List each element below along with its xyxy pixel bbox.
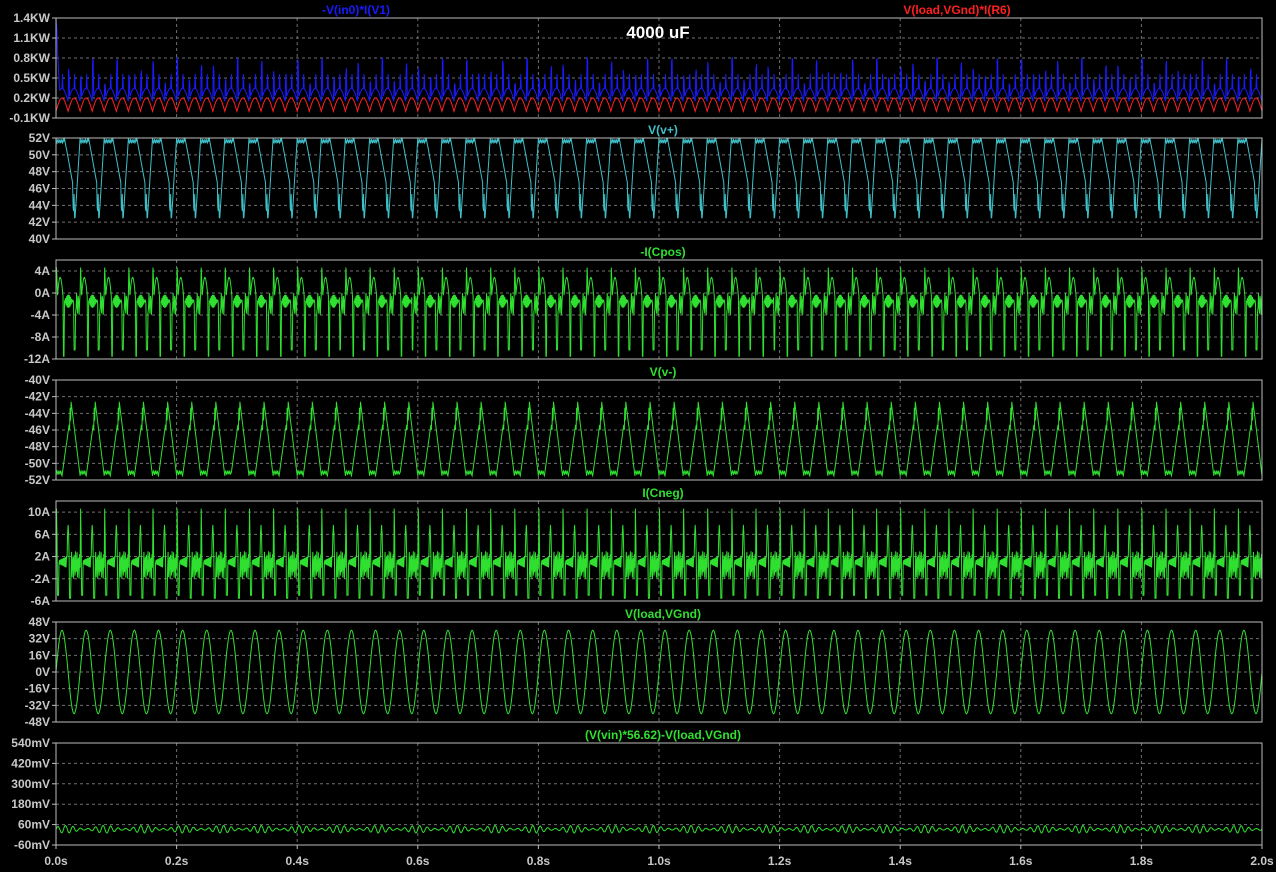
trace-6-1 (55, 629, 1263, 715)
plot-pane-1: -0.1KW 0.2KW 0.5KW 0.8KW 1.1KW 1.4KW -V(in0)*I… (9, 3, 1263, 125)
y-tick-label: 44V (29, 198, 50, 212)
y-tick-label: -4A (31, 308, 51, 322)
y-tick-label: 60mV (18, 818, 50, 832)
x-tick-label: 0.8s (527, 854, 551, 868)
x-tick-label: 0.2s (165, 854, 189, 868)
y-tick-label: 0V (35, 665, 50, 679)
y-tick-label: -48V (25, 715, 50, 729)
trace-title: -I(Cpos) (640, 245, 685, 259)
plot-pane-3: -12A -8A -4A 0A 4A -I(Cpos) (24, 245, 1263, 366)
x-tick-label: 1.6s (1009, 854, 1033, 868)
y-tick-label: -50V (25, 456, 50, 470)
y-tick-label: -0.1KW (9, 111, 50, 125)
y-tick-label: -2A (31, 572, 51, 586)
x-tick-label: 0.6s (406, 854, 430, 868)
y-tick-label: 42V (29, 215, 50, 229)
y-tick-label: 4A (35, 264, 51, 278)
plot-frame (55, 17, 1263, 119)
y-tick-label: 50V (29, 148, 50, 162)
y-tick-label: 0A (35, 286, 51, 300)
y-tick-label: 32V (29, 632, 50, 646)
trace-title: V(load,VGnd) (625, 607, 701, 621)
trace-1-2 (55, 97, 1263, 114)
y-tick-label: -40V (25, 373, 50, 387)
trace-1-1 (55, 17, 1263, 102)
y-tick-label: -16V (25, 682, 50, 696)
trace-5-1 (55, 508, 1263, 599)
y-tick-label: -48V (25, 440, 50, 454)
y-tick-label: 48V (29, 165, 50, 179)
x-axis: 0.0s 0.2s 0.4s 0.6s 0.8s 1.0s 1.2s 1.4s 1.6s 1.8s… (44, 845, 1274, 868)
plot-pane-4: -52V -50V -48V -46V -44V -42V -40V V(v-) (25, 365, 1263, 487)
capacitance-annotation: 4000 uF (626, 23, 689, 42)
x-tick-label: 2.0s (1250, 854, 1274, 868)
trace-title: V(v-) (650, 365, 677, 379)
y-tick-label: 48V (29, 615, 50, 629)
x-tick-label: 1.4s (889, 854, 913, 868)
y-tick-label: -6A (31, 594, 51, 608)
plot-pane-6: -48V -32V -16V 0V 16V 32V 48V V(load,VGnd) (25, 607, 1263, 729)
x-tick-label: 0.0s (44, 854, 68, 868)
y-tick-label: 0.5KW (13, 71, 50, 85)
y-tick-label: -32V (25, 698, 50, 712)
trace-title-right: V(load,VGnd)*I(R6) (903, 3, 1010, 17)
plot-pane-2: 40V 42V 44V 46V 48V 50V 52V V(v+) (29, 123, 1263, 246)
trace-title: (V(vin)*56.62)-V(load,VGnd) (585, 728, 741, 742)
y-tick-label: 420mV (11, 756, 50, 770)
y-tick-label: 300mV (11, 777, 50, 791)
trace-3-1 (55, 267, 1263, 357)
y-tick-label: 1.4KW (13, 11, 50, 25)
trace-title: I(Cneg) (642, 486, 683, 500)
plot-frame (55, 137, 1263, 240)
y-tick-label: -52V (25, 473, 50, 487)
plot-frame (55, 621, 1263, 723)
y-tick-label: -46V (25, 423, 50, 437)
trace-title: V(v+) (648, 123, 678, 137)
y-tick-label: -60mV (14, 838, 50, 852)
y-tick-label: 10A (28, 505, 50, 519)
y-tick-label: 0.8KW (13, 51, 50, 65)
y-tick-label: 6A (35, 527, 51, 541)
plot-frame (55, 259, 1263, 360)
y-tick-label: -12A (24, 352, 50, 366)
plot-frame (55, 379, 1263, 481)
x-tick-label: 0.4s (286, 854, 310, 868)
y-tick-label: -42V (25, 390, 50, 404)
y-tick-label: 2A (35, 550, 51, 564)
y-tick-label: -44V (25, 406, 50, 420)
y-tick-label: 40V (29, 232, 50, 246)
y-tick-label: 0.2KW (13, 91, 50, 105)
plot-frame (55, 500, 1263, 602)
y-tick-label: 52V (29, 131, 50, 145)
x-tick-label: 1.8s (1130, 854, 1154, 868)
y-tick-label: 16V (29, 648, 50, 662)
y-tick-label: -8A (31, 330, 51, 344)
y-tick-label: 1.1KW (13, 31, 50, 45)
x-tick-label: 1.2s (768, 854, 792, 868)
x-tick-label: 1.0s (647, 854, 671, 868)
trace-7-1 (55, 824, 1263, 834)
y-tick-label: 540mV (11, 736, 50, 750)
plot-pane-5: -6A -2A 2A 6A 10A I(Cneg) (28, 486, 1263, 608)
trace-4-1 (55, 401, 1263, 478)
y-tick-label: 46V (29, 182, 50, 196)
plot-pane-7: -60mV 60mV 180mV 300mV 420mV 540mV (V(vin)*56.… (11, 728, 1263, 852)
y-tick-label: 180mV (11, 797, 50, 811)
trace-title-left: -V(in0)*I(V1) (322, 3, 390, 17)
